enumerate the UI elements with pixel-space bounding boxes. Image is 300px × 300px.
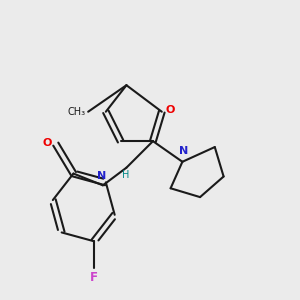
Text: O: O [43, 138, 52, 148]
Text: O: O [165, 105, 175, 115]
Text: CH₃: CH₃ [67, 107, 85, 117]
Text: H: H [122, 170, 129, 180]
Text: N: N [97, 171, 106, 181]
Text: F: F [90, 271, 98, 284]
Text: N: N [179, 146, 188, 157]
